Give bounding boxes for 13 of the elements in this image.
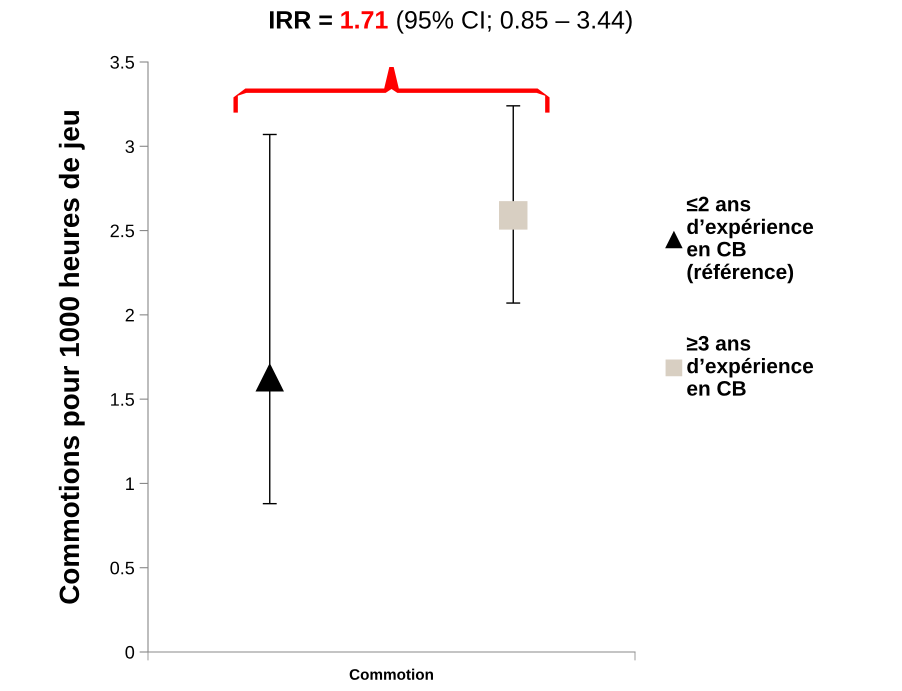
y-tick-label: 2 (126, 308, 134, 322)
y-tick-label: 1.5 (111, 393, 134, 406)
y-tick-label: 0.5 (110, 562, 134, 574)
chart-title: IRR = 1.71 (95% CI; 0.85 – 3.44) (270, 10, 632, 34)
y-tick-label: 0 (125, 646, 134, 659)
y-tick-label: 2.5 (110, 224, 134, 238)
x-tick-label: Commotion (350, 668, 433, 680)
legend-label: ≤2 ans d’expérience en CB (référence) (686, 196, 814, 284)
y-axis-title: Commotions pour 1000 heures de jeu (58, 111, 85, 604)
y-tick-label: 3 (125, 140, 134, 154)
legend-label: ≥3 ans d’expérience en CB (686, 336, 814, 396)
y-tick-label: 1 (126, 478, 134, 490)
y-tick-label: 3.5 (110, 56, 134, 69)
